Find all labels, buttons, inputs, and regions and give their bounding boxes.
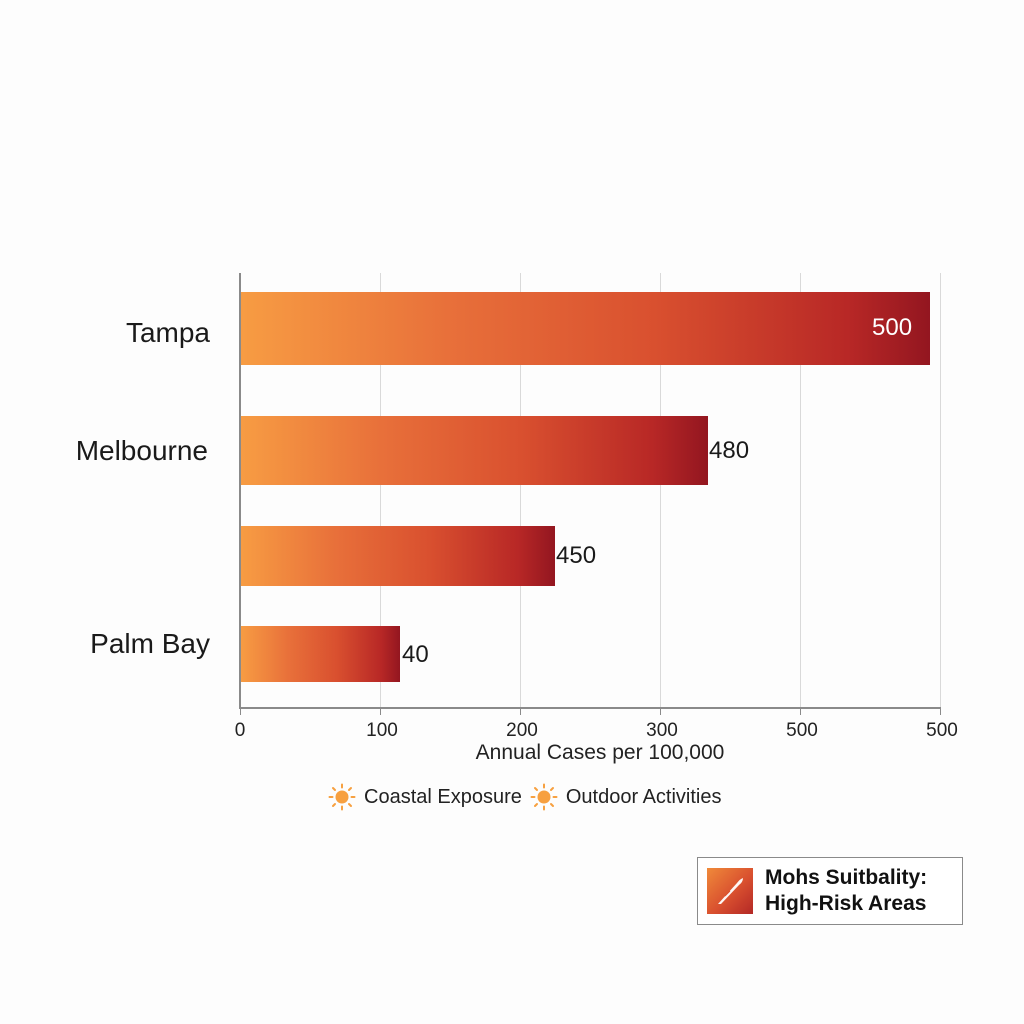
category-label-tampa: Tampa bbox=[125, 317, 210, 348]
legend-label: Outdoor Activities bbox=[565, 785, 722, 808]
x-tick-label: 300 bbox=[646, 720, 678, 741]
x-tick-label: 500 bbox=[786, 720, 818, 741]
y-axis bbox=[239, 273, 241, 709]
x-tick bbox=[800, 707, 801, 715]
scalpel-icon bbox=[707, 868, 753, 914]
gridline bbox=[380, 273, 381, 707]
bar-tampa bbox=[241, 292, 930, 365]
legend: Coastal Exposure Outdoor Activities bbox=[328, 783, 730, 811]
legend-item-coastal-exposure: Coastal Exposure bbox=[328, 783, 522, 811]
bar-melbourne bbox=[241, 416, 708, 485]
x-axis-title: Annual Cases per 100,000 bbox=[475, 741, 725, 764]
x-tick bbox=[240, 707, 241, 715]
x-tick bbox=[520, 707, 521, 715]
x-axis bbox=[239, 707, 941, 709]
gridline bbox=[800, 273, 801, 707]
legend-item-outdoor-activities: Outdoor Activities bbox=[530, 783, 722, 811]
x-tick-label: 100 bbox=[366, 720, 398, 741]
value-label-palm-bay: 40 bbox=[402, 641, 429, 668]
bar-palm-bay bbox=[241, 626, 400, 682]
gridline bbox=[660, 273, 661, 707]
sun-icon bbox=[328, 783, 356, 811]
badge-line-1: Mohs Suitbality: bbox=[765, 866, 928, 889]
legend-label: Coastal Exposure bbox=[364, 785, 522, 808]
x-tick bbox=[660, 707, 661, 715]
value-label-tampa: 500 bbox=[872, 314, 913, 341]
category-label-palm-bay: Palm Bay bbox=[90, 628, 210, 659]
x-tick-label: 200 bbox=[506, 720, 538, 741]
value-label-unlabeled: 450 bbox=[556, 542, 597, 569]
mohs-suitability-badge: Mohs Suitbality: High-Risk Areas bbox=[697, 857, 963, 925]
x-tick-label: 0 bbox=[234, 720, 246, 741]
value-label-melbourne: 480 bbox=[709, 437, 750, 464]
badge-line-2: High-Risk Areas bbox=[765, 892, 927, 915]
category-label-melbourne: Melbourne bbox=[75, 435, 208, 466]
sun-icon bbox=[530, 783, 558, 811]
badge-text: Mohs Suitbality: High-Risk Areas bbox=[765, 865, 927, 917]
bar-unlabeled bbox=[241, 526, 555, 586]
x-tick-label: 500 bbox=[926, 720, 958, 741]
x-tick bbox=[380, 707, 381, 715]
x-tick bbox=[940, 707, 941, 715]
gridline bbox=[940, 273, 941, 707]
gridline bbox=[520, 273, 521, 707]
